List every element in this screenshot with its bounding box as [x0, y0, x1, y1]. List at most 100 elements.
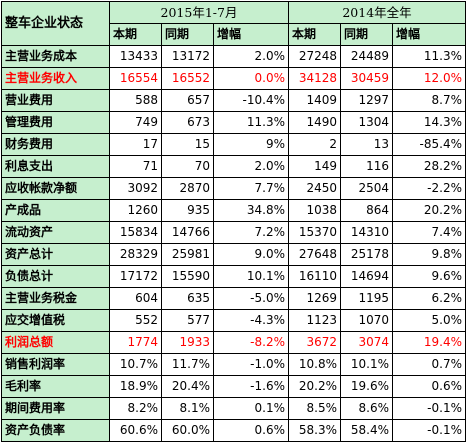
- table-row: 期间费用率 8.2% 8.1% 0.1% 8.5% 8.6% -0.1%: [1, 397, 466, 420]
- sub-header: 同期: [161, 23, 214, 46]
- table-cell: 9%: [213, 133, 289, 156]
- table-cell: 16554: [109, 67, 162, 90]
- row-label: 应收帐款净额: [1, 177, 110, 200]
- table-cell: 552: [109, 309, 162, 332]
- table-cell: 24489: [340, 45, 393, 68]
- table-cell: 10.8%: [288, 353, 341, 376]
- table-row: 应收帐款净额 3092 2870 7.7% 2450 2504 -2.2%: [1, 177, 466, 200]
- table-cell: 19.4%: [392, 331, 466, 354]
- table-cell: 116: [340, 155, 393, 178]
- table-cell: 1490: [288, 111, 341, 134]
- table-cell: 9.6%: [392, 265, 466, 288]
- table-cell: 0.0%: [213, 67, 289, 90]
- table-row: 主营业务税金 604 635 -5.0% 1269 1195 6.2%: [1, 287, 466, 310]
- sub-header: 本期: [288, 23, 341, 46]
- table-cell: 20.2%: [392, 199, 466, 222]
- table-cell: 28.2%: [392, 155, 466, 178]
- table-row: 主营业务成本 13433 13172 2.0% 27248 24489 11.3%: [1, 45, 466, 68]
- table-cell: 7.2%: [213, 221, 289, 244]
- table-cell: 604: [109, 287, 162, 310]
- table-cell: 20.2%: [288, 375, 341, 398]
- table-cell: 9.0%: [213, 243, 289, 266]
- row-label: 利息支出: [1, 155, 110, 178]
- table-cell: 635: [161, 287, 214, 310]
- table-cell: 2870: [161, 177, 214, 200]
- table-cell: 15834: [109, 221, 162, 244]
- table-cell: 30459: [340, 67, 393, 90]
- table-cell: 0.6%: [392, 375, 466, 398]
- table-cell: 3074: [340, 331, 393, 354]
- sub-header: 本期: [109, 23, 162, 46]
- table-cell: 13: [340, 133, 393, 156]
- table-cell: 58.3%: [288, 419, 341, 442]
- table-cell: 15590: [161, 265, 214, 288]
- table-cell: 28329: [109, 243, 162, 266]
- table-cell: 8.5%: [288, 397, 341, 420]
- table-cell: 577: [161, 309, 214, 332]
- table-row: 营业费用 588 657 -10.4% 1409 1297 8.7%: [1, 89, 466, 112]
- table-cell: -1.0%: [213, 353, 289, 376]
- row-label: 应交增值税: [1, 309, 110, 332]
- row-label: 毛利率: [1, 375, 110, 398]
- table-cell: 657: [161, 89, 214, 112]
- table-cell: 3092: [109, 177, 162, 200]
- table-cell: 749: [109, 111, 162, 134]
- table-cell: 25981: [161, 243, 214, 266]
- table-cell: 864: [340, 199, 393, 222]
- table-cell: 1933: [161, 331, 214, 354]
- table-cell: 0.7%: [392, 353, 466, 376]
- sub-header: 同期: [340, 23, 393, 46]
- row-label: 销售利润率: [1, 353, 110, 376]
- table-cell: -8.2%: [213, 331, 289, 354]
- table-cell: 16110: [288, 265, 341, 288]
- table-cell: 14310: [340, 221, 393, 244]
- table-cell: 8.2%: [109, 397, 162, 420]
- table-cell: 14.3%: [392, 111, 466, 134]
- table-cell: -5.0%: [213, 287, 289, 310]
- table-cell: 5.0%: [392, 309, 466, 332]
- table-cell: 588: [109, 89, 162, 112]
- table-cell: 2450: [288, 177, 341, 200]
- row-label: 主营业务收入: [1, 67, 110, 90]
- sub-header: 增幅: [213, 23, 289, 46]
- table-cell: 19.6%: [340, 375, 393, 398]
- row-label: 资产总计: [1, 243, 110, 266]
- table-cell: 1070: [340, 309, 393, 332]
- row-label: 期间费用率: [1, 397, 110, 420]
- table-cell: 2: [288, 133, 341, 156]
- row-label: 管理费用: [1, 111, 110, 134]
- table-cell: 149: [288, 155, 341, 178]
- table-row: 产成品 1260 935 34.8% 1038 864 20.2%: [1, 199, 466, 222]
- table-cell: 0.6%: [213, 419, 289, 442]
- table-cell: 10.1%: [340, 353, 393, 376]
- table-cell: 34128: [288, 67, 341, 90]
- table-cell: 673: [161, 111, 214, 134]
- table-cell: 27648: [288, 243, 341, 266]
- table-cell: 10.1%: [213, 265, 289, 288]
- table-cell: 58.4%: [340, 419, 393, 442]
- table-cell: 0.1%: [213, 397, 289, 420]
- table-cell: 70: [161, 155, 214, 178]
- row-label: 财务费用: [1, 133, 110, 156]
- table-cell: -0.1%: [392, 419, 466, 442]
- table-row: 销售利润率 10.7% 11.7% -1.0% 10.8% 10.1% 0.7%: [1, 353, 466, 376]
- table-cell: 8.6%: [340, 397, 393, 420]
- period-header-2015: 2015年1-7月: [109, 1, 289, 24]
- table-cell: 1297: [340, 89, 393, 112]
- table-cell: 60.6%: [109, 419, 162, 442]
- row-label: 主营业务税金: [1, 287, 110, 310]
- table-row: 财务费用 17 15 9% 2 13 -85.4%: [1, 133, 466, 156]
- table-cell: 7.4%: [392, 221, 466, 244]
- table-cell: 25178: [340, 243, 393, 266]
- table-cell: 71: [109, 155, 162, 178]
- table-cell: 1195: [340, 287, 393, 310]
- table-row: 流动资产 15834 14766 7.2% 15370 14310 7.4%: [1, 221, 466, 244]
- table-cell: 9.8%: [392, 243, 466, 266]
- table-cell: -4.3%: [213, 309, 289, 332]
- table-cell: 17172: [109, 265, 162, 288]
- table-cell: -2.2%: [392, 177, 466, 200]
- table-cell: 15370: [288, 221, 341, 244]
- table-cell: 1260: [109, 199, 162, 222]
- table-cell: 16552: [161, 67, 214, 90]
- table-cell: 12.0%: [392, 67, 466, 90]
